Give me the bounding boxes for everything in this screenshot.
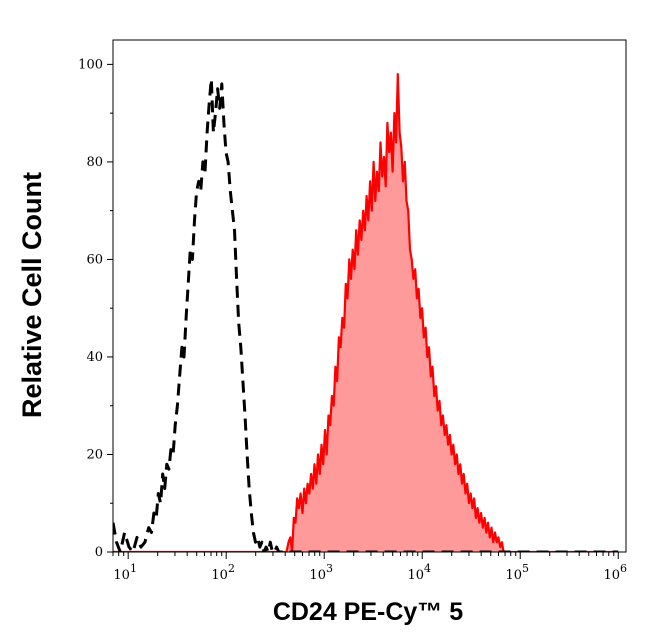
y-tick-label: 60 — [86, 252, 103, 267]
x-axis-label: CD24 PE-Cy™ 5 — [273, 598, 463, 626]
x-tick-label: 103 — [309, 562, 333, 583]
y-tick-label: 100 — [78, 57, 103, 72]
y-tick-label: 20 — [86, 447, 103, 462]
x-tick-label: 105 — [505, 562, 529, 583]
y-tick-label: 80 — [86, 155, 103, 170]
series-0-group — [113, 77, 619, 552]
series-1-line — [113, 73, 619, 552]
series-1-group — [113, 73, 619, 552]
plot-area — [113, 73, 619, 552]
x-tick-label: 104 — [407, 562, 431, 583]
y-tick-label: 40 — [86, 350, 103, 365]
series-1-fill — [113, 74, 619, 552]
axes: 0 20 40 60 80 100 101 102 103 104 105 106 — [78, 39, 627, 583]
y-tick-label: 0 — [95, 545, 103, 560]
x-tick-label: 102 — [211, 562, 235, 583]
plot-frame — [112, 39, 627, 553]
y-axis-label: Relative Cell Count — [17, 172, 47, 418]
x-tick-label: 101 — [113, 562, 137, 583]
x-tick-label: 106 — [603, 562, 627, 583]
series-0-line — [113, 77, 619, 552]
